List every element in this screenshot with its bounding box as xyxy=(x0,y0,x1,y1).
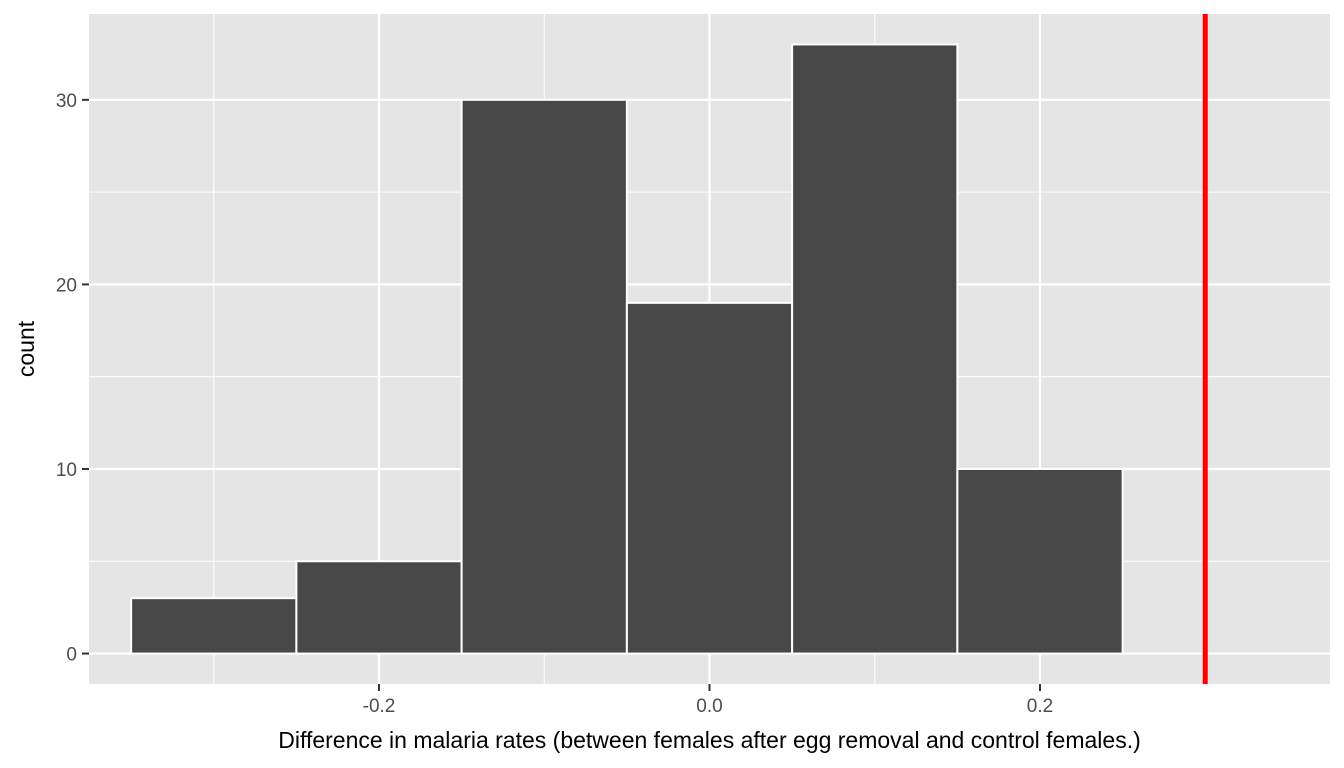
x-axis-title: Difference in malaria rates (between fem… xyxy=(278,727,1141,753)
y-axis: 0 10 20 30 xyxy=(56,91,89,666)
histogram-bar xyxy=(460,98,628,655)
y-axis-title: count xyxy=(13,320,39,377)
y-tick-label: 10 xyxy=(56,460,77,481)
y-tick-label: 20 xyxy=(56,275,77,296)
histogram-bar xyxy=(295,560,463,655)
histogram-bar xyxy=(625,301,794,655)
y-tick-label: 0 xyxy=(66,645,77,666)
x-tick-label: 0.2 xyxy=(1027,696,1053,717)
histogram-bar xyxy=(791,43,959,655)
y-tick-label: 30 xyxy=(56,91,77,112)
x-tick-label: 0.0 xyxy=(696,696,722,717)
x-axis: -0.2 0.0 0.2 xyxy=(363,684,1053,717)
histogram-bar xyxy=(956,467,1124,655)
histogram-bar xyxy=(130,597,298,655)
histogram-bars xyxy=(130,43,1124,655)
x-tick-label: -0.2 xyxy=(363,696,396,717)
